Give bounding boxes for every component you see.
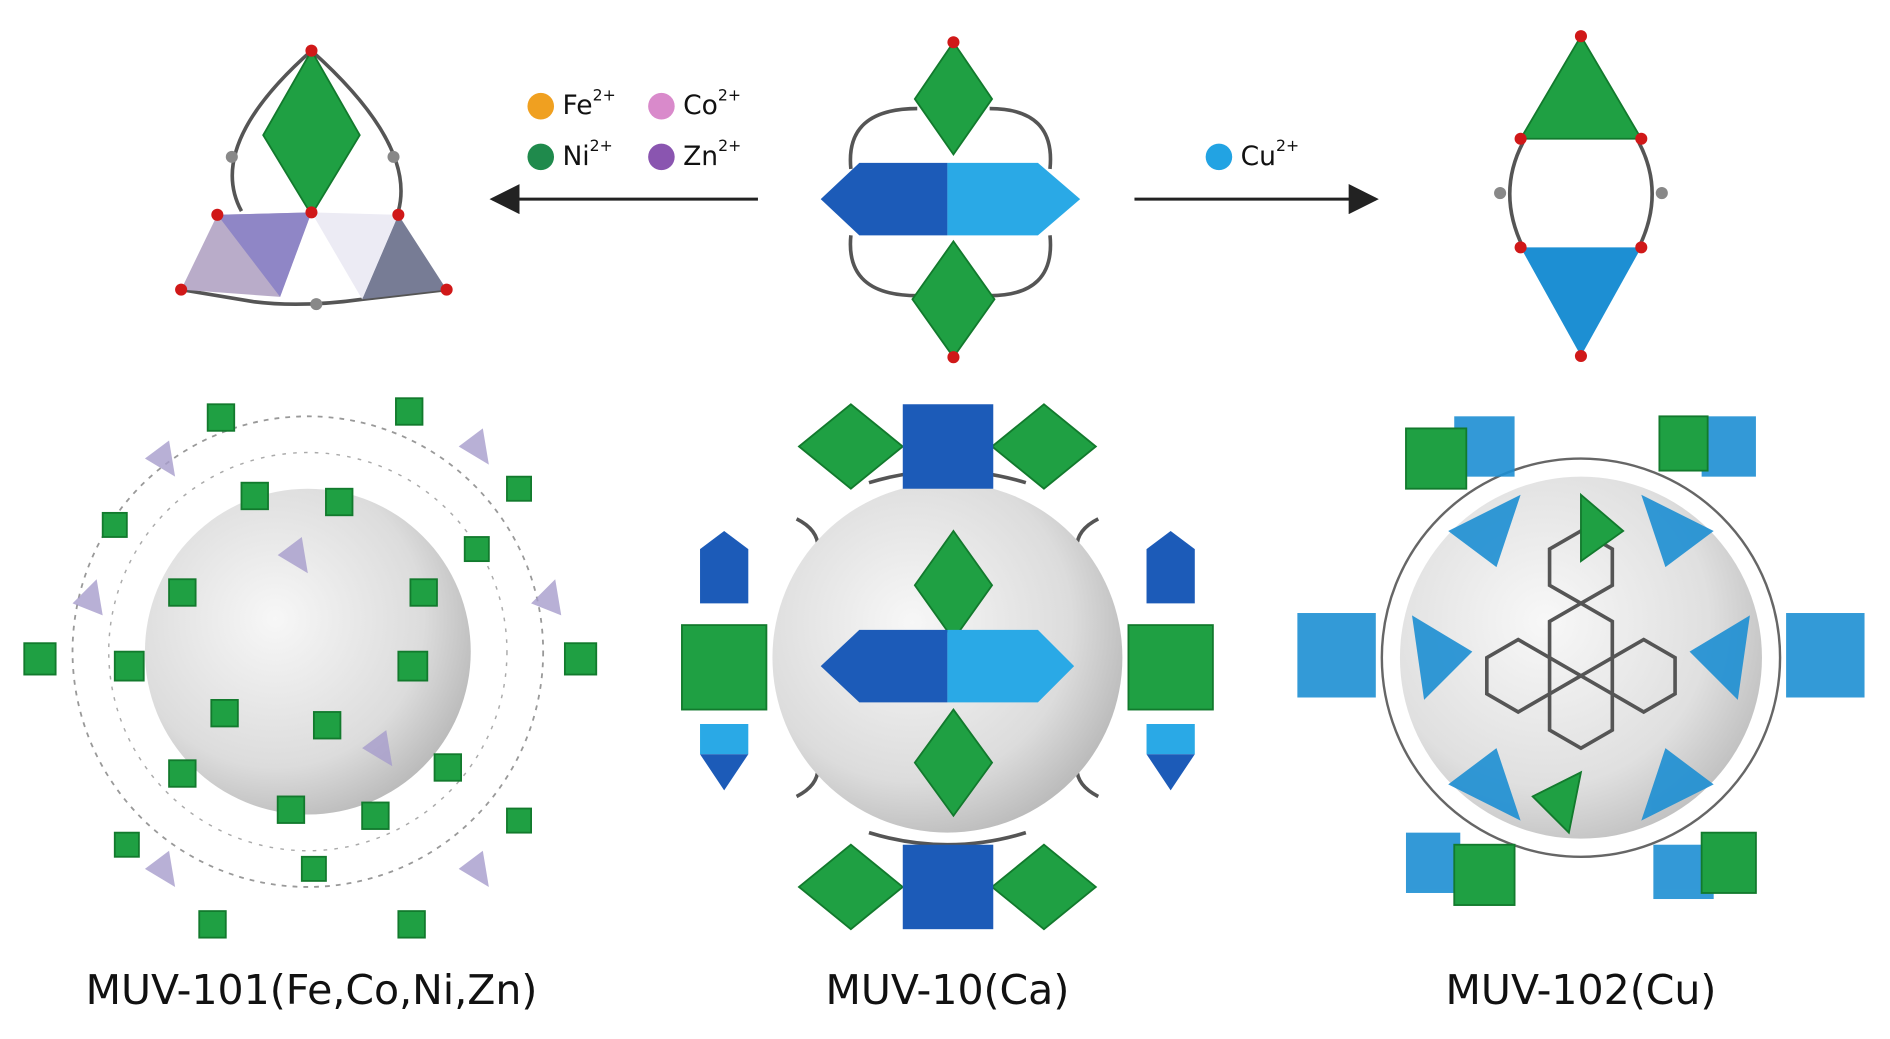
charge: 2+: [593, 85, 616, 104]
cluster-center-top: [820, 36, 1081, 364]
element: Co: [683, 90, 718, 121]
legend-swatch: [527, 143, 555, 171]
charge: 2+: [718, 136, 741, 155]
element: Zn: [683, 140, 718, 171]
element: Cu: [1241, 140, 1276, 171]
legend-label: Cu2+: [1241, 136, 1299, 172]
caption: MUV-10(Ca): [825, 966, 1069, 1014]
framework-center: [681, 403, 1214, 931]
framework-left: [23, 397, 598, 939]
cluster-left-top: [175, 44, 453, 311]
legend-swatch: [527, 92, 555, 120]
legend-label: Zn2+: [683, 136, 741, 172]
element: Ni: [562, 140, 589, 171]
framework-right: [1297, 415, 1865, 906]
legend-swatch: [1205, 143, 1233, 171]
charge: 2+: [1276, 136, 1299, 155]
legend-label: Ni2+: [562, 136, 612, 172]
legend-swatch: [648, 143, 675, 171]
element: Fe: [562, 90, 592, 121]
cluster-right-top: [1494, 30, 1668, 363]
legend-label: Co2+: [683, 85, 741, 121]
caption: MUV-102(Cu): [1446, 966, 1717, 1014]
legend-swatch: [648, 92, 675, 120]
charge: 2+: [718, 85, 741, 104]
caption: MUV-101(Fe,Co,Ni,Zn): [86, 966, 538, 1014]
legend-label: Fe2+: [562, 85, 615, 121]
legend-right: Cu2+: [1205, 136, 1299, 172]
charge: 2+: [590, 136, 613, 155]
legend-left: Fe2+ Co2+Ni2+ Zn2+: [527, 85, 741, 172]
